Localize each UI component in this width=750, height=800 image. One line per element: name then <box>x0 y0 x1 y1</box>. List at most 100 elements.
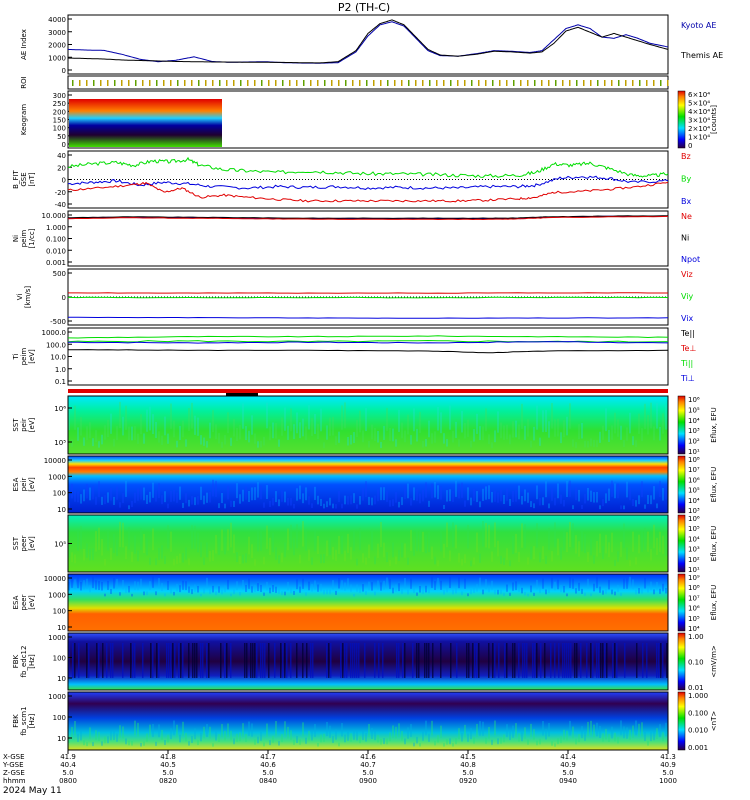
esa-electron-texture-stripe <box>314 580 316 590</box>
sst-electron-texture-stripe <box>383 542 385 558</box>
fbk-e-stripe <box>132 643 134 678</box>
esa-electron-texture-stripe <box>497 589 499 595</box>
keogram-cbar-tick: 1×10⁴ <box>688 134 710 142</box>
roi-mark <box>261 80 263 86</box>
esa-ion-texture-stripe <box>500 489 502 502</box>
esa-electron-texture-stripe <box>218 586 220 593</box>
esa-electron-texture-stripe <box>248 578 250 589</box>
roi-mark <box>590 80 592 86</box>
fbk-b-texture-stripe <box>362 729 364 740</box>
fbk-b-texture-stripe <box>416 736 418 744</box>
esa-ion-texture-stripe <box>380 487 382 501</box>
roi-mark <box>625 80 627 86</box>
esa-electron-texture-stripe <box>410 578 412 589</box>
roi-mark <box>114 80 116 86</box>
fbk-b-cbar-tick: 1.000 <box>688 692 708 700</box>
temperature-ytick: 1.0 <box>55 366 66 374</box>
time-axis-ygse: 40.9 <box>660 761 676 769</box>
sst-ion-texture-stripe <box>341 405 343 430</box>
roi-mark <box>667 80 669 86</box>
fbk-b-texture-stripe <box>149 724 151 738</box>
esa-electron-texture-stripe <box>272 585 274 593</box>
sst-ion-texture-stripe <box>542 410 544 433</box>
fbk-e-ylabel: [Hz] <box>28 654 36 669</box>
esa-ion-texture-stripe <box>383 487 385 501</box>
fbk-b-texture-stripe <box>437 735 439 743</box>
fbk-b-texture-stripe <box>500 737 502 744</box>
sst-ion-texture-stripe <box>182 420 184 438</box>
esa-electron-texture-stripe <box>641 588 643 594</box>
roi-mark <box>100 80 102 86</box>
sst-electron-texture-stripe <box>119 521 121 547</box>
roi-mark <box>520 80 522 86</box>
sst-ion-texture-stripe <box>392 428 394 442</box>
esa-ion-texture-stripe <box>140 486 142 500</box>
sst-ion-cbar-tick: 10⁶ <box>688 396 700 404</box>
esa-electron-texture-stripe <box>506 584 508 592</box>
esa-ion-texture-stripe <box>314 486 316 500</box>
sst-electron-texture-stripe <box>149 557 151 565</box>
sst-ion-texture-stripe <box>512 421 514 438</box>
time-axis-hhmm: 0820 <box>159 777 177 785</box>
fbk-b-texture-stripe <box>326 722 328 737</box>
sst-electron-texture-stripe <box>314 530 316 552</box>
sst-electron-texture-stripe <box>92 548 94 561</box>
esa-electron-texture-stripe <box>491 580 493 590</box>
sst-electron-texture-stripe <box>527 557 529 565</box>
esa-electron-texture-stripe <box>488 585 490 593</box>
sst-ion-texture-stripe <box>293 424 295 440</box>
esa-ion-texture-stripe <box>257 482 259 498</box>
esa-electron-texture-stripe <box>617 584 619 592</box>
sst-electron-cbar-tick: 10³ <box>688 546 700 554</box>
esa-electron-texture-stripe <box>284 591 286 596</box>
roi-mark <box>198 80 200 86</box>
fbk-b-texture-stripe <box>296 735 298 743</box>
fbk-e-stripe <box>274 643 276 678</box>
sst-electron-texture-stripe <box>221 529 223 551</box>
sst-electron-texture-stripe <box>509 560 511 567</box>
sst-electron-texture-stripe <box>128 527 130 550</box>
esa-electron-texture-stripe <box>653 589 655 595</box>
esa-ion-texture-stripe <box>188 499 190 507</box>
roi-mark <box>408 80 410 86</box>
fbk-e-stripe <box>68 643 70 678</box>
fbk-e-stripe <box>586 643 588 678</box>
fbk-b-texture-stripe <box>584 731 586 741</box>
fbk-e-stripe <box>310 643 312 678</box>
fbk-b-texture-stripe <box>419 742 421 747</box>
esa-electron-texture-stripe <box>329 589 331 595</box>
sst-electron-texture-stripe <box>182 552 184 563</box>
density-ytick: 10.000 <box>42 212 67 220</box>
sst-electron-texture-stripe <box>299 554 301 564</box>
esa-electron-texture-stripe <box>473 586 475 593</box>
fbk-b-texture-stripe <box>608 733 610 742</box>
fbk-b-texture-stripe <box>629 729 631 740</box>
fbk-b-cbar-tick: 0.010 <box>688 727 708 735</box>
temperature-ytick: 1000.0 <box>42 329 67 337</box>
esa-ion-texture-stripe <box>116 486 118 500</box>
sst-electron-texture-stripe <box>596 541 598 557</box>
fbk-e-stripe <box>504 643 506 678</box>
roi-mark <box>121 80 123 86</box>
sst-ion-texture-stripe <box>497 411 499 433</box>
sst-ion-texture-stripe <box>323 442 325 449</box>
sst-ion-texture-stripe <box>212 410 214 433</box>
fbk-e-stripe <box>656 643 658 678</box>
keogram-ytick: 200 <box>53 108 66 116</box>
bfield-ylabel: [nT] <box>28 172 36 186</box>
fbk-e-stripe <box>98 643 100 678</box>
fbk-b-texture-stripe <box>596 722 598 737</box>
sst-electron-texture-stripe <box>653 524 655 549</box>
sst-ion-texture-stripe <box>647 414 649 435</box>
fbk-b-texture-stripe <box>224 730 226 741</box>
sst-electron-texture-stripe <box>152 528 154 551</box>
fbk-b-texture-stripe <box>650 732 652 742</box>
time-axis-row-label: Z-GSE <box>3 769 25 777</box>
sst-ion-texture-stripe <box>524 425 526 440</box>
time-axis-ygse: 40.9 <box>560 761 576 769</box>
esa-electron-texture-stripe <box>593 583 595 592</box>
esa-ion-texture-stripe <box>521 495 523 505</box>
roi-mark <box>583 80 585 86</box>
velocity-ytick: 0 <box>62 294 66 302</box>
roi-mark <box>429 80 431 86</box>
